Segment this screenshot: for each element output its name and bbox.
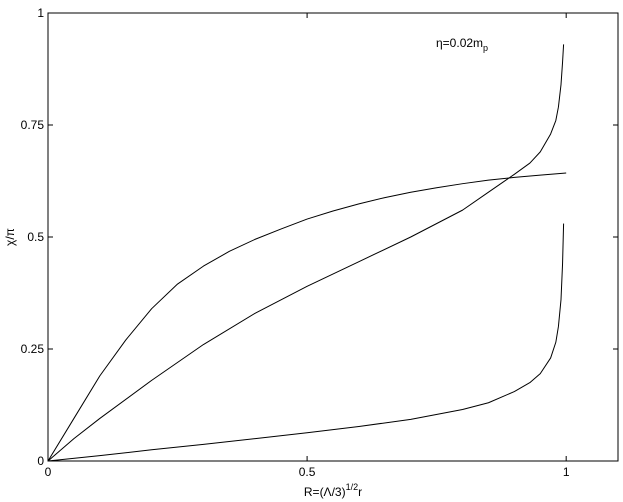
series-lines [47, 44, 567, 462]
y-tick-label-0: 0 [37, 454, 44, 468]
tick-labels: 0 0.5 1 0 0.25 0.5 0.75 1 [21, 6, 570, 479]
x-axis-label: R=(Λ/3)1/2r [304, 482, 362, 499]
y-tick-label-4: 1 [37, 6, 44, 20]
annotation-main: η=0.02m [436, 36, 483, 50]
annotation: η=0.02mp [436, 36, 488, 53]
x-tick-label-1: 0.5 [299, 465, 316, 479]
annotation-sub: p [483, 43, 488, 53]
y-tick-label-1: 0.25 [21, 342, 45, 356]
x-axis-label-tail: r [358, 485, 362, 499]
y-axis-label: χ/π [3, 228, 17, 246]
x-axis-label-main: R=(Λ/3) [304, 485, 346, 499]
x-tick-label-0: 0 [45, 465, 52, 479]
x-axis-label-sup: 1/2 [346, 482, 359, 492]
x-tick-label-2: 1 [563, 465, 570, 479]
y-tick-label-3: 0.75 [21, 118, 45, 132]
series-line-3 [47, 223, 565, 462]
series-line-1 [47, 172, 567, 462]
y-tick-label-2: 0.5 [27, 230, 44, 244]
series-line-2 [47, 44, 565, 462]
ticks [47, 12, 618, 462]
